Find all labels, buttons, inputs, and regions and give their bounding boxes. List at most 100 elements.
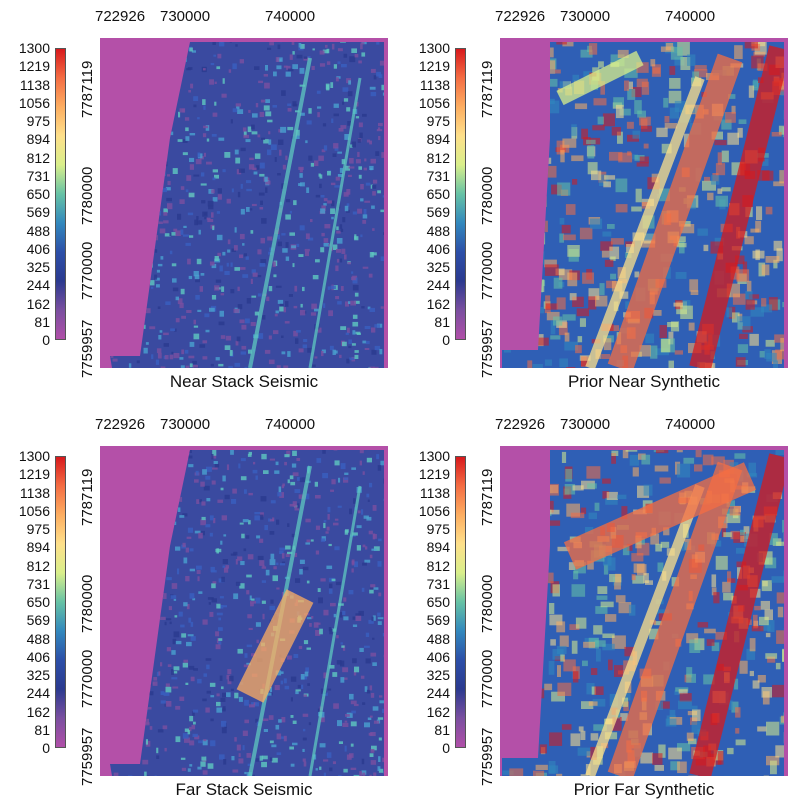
map-svg: [500, 38, 788, 368]
colorbar-tick-label: 325: [27, 668, 50, 682]
colorbar-tick-label: 81: [434, 315, 450, 329]
x-tick-label: 730000: [160, 8, 210, 25]
x-tick-label: 740000: [665, 8, 715, 25]
colorbar-tick-label: 325: [27, 260, 50, 274]
colorbar-tick-label: 1138: [420, 78, 450, 92]
panel-title: Near Stack Seismic: [100, 372, 388, 392]
colorbar-tick-label: 1300: [19, 41, 50, 55]
colorbar-tick-label: 1300: [419, 449, 450, 463]
colorbar-tick-label: 244: [27, 278, 50, 292]
colorbar-tick-label: 406: [427, 650, 450, 664]
x-tick-label: 722926: [495, 416, 545, 433]
x-tick-label: 730000: [560, 8, 610, 25]
colorbar-tick-label: 81: [34, 723, 50, 737]
colorbar-tick-label: 731: [27, 577, 50, 591]
x-tick-label: 740000: [265, 416, 315, 433]
colorbar-tick-label: 1219: [19, 59, 50, 73]
colorbar-tick-label: 650: [427, 595, 450, 609]
colorbar-tick-label: 1138: [20, 78, 50, 92]
colorbar-tick-label: 488: [427, 224, 450, 238]
colorbar-tick-label: 0: [442, 741, 450, 755]
colorbar-tick-label: 1056: [19, 96, 50, 110]
colorbar-tick-label: 812: [427, 151, 450, 165]
colorbar-tick-label: 488: [27, 632, 50, 646]
colorbar-tick-label: 975: [27, 114, 50, 128]
colorbar-tick-label: 1138: [20, 486, 50, 500]
colorbar-tick-label: 162: [427, 297, 450, 311]
colorbar-tick-label: 812: [27, 559, 50, 573]
colorbar-tick-label: 1300: [419, 41, 450, 55]
x-tick-label: 740000: [665, 416, 715, 433]
y-tick-label: 7780000: [79, 575, 96, 633]
colorbar-tick-label: 731: [27, 169, 50, 183]
colorbar-tick-label: 650: [427, 187, 450, 201]
colorbar-tick-label: 488: [427, 632, 450, 646]
colorbar-tick-label: 244: [27, 686, 50, 700]
colorbar-tick-label: 406: [27, 242, 50, 256]
colorbar-tick-label: 1219: [419, 467, 450, 481]
colorbar-tick-label: 894: [27, 540, 50, 554]
map-svg: [100, 38, 388, 368]
colorbar-tick-label: 1056: [419, 96, 450, 110]
colorbar: [55, 456, 66, 748]
y-tick-label: 7787119: [79, 469, 96, 526]
colorbar-tick-label: 488: [27, 224, 50, 238]
map-svg: [500, 446, 788, 776]
panel-title: Prior Far Synthetic: [500, 780, 788, 800]
y-tick-label: 7770000: [79, 650, 96, 708]
seismic-map: [100, 446, 388, 776]
x-tick-label: 722926: [495, 8, 545, 25]
colorbar-tick-label: 406: [427, 242, 450, 256]
seismic-map: [100, 38, 388, 368]
y-tick-label: 7787119: [79, 61, 96, 118]
seismic-map: [500, 446, 788, 776]
colorbar-tick-label: 325: [427, 260, 450, 274]
colorbar-tick-label: 894: [27, 132, 50, 146]
colorbar-tick-label: 975: [27, 522, 50, 536]
colorbar-tick-label: 1300: [19, 449, 50, 463]
y-tick-label: 7759957: [479, 728, 496, 786]
y-tick-label: 7770000: [79, 242, 96, 300]
colorbar-tick-label: 1219: [19, 467, 50, 481]
colorbar-tick-label: 731: [427, 577, 450, 591]
colorbar-tick-label: 0: [42, 741, 50, 755]
map-svg: [100, 446, 388, 776]
colorbar-tick-label: 975: [427, 114, 450, 128]
colorbar: [455, 456, 466, 748]
x-tick-label: 730000: [160, 416, 210, 433]
colorbar-tick-label: 569: [427, 613, 450, 627]
colorbar-tick-label: 650: [27, 187, 50, 201]
colorbar-tick-label: 1138: [420, 486, 450, 500]
colorbar-tick-label: 0: [42, 333, 50, 347]
colorbar-tick-label: 1056: [419, 504, 450, 518]
x-tick-label: 740000: [265, 8, 315, 25]
y-tick-label: 7787119: [479, 61, 496, 118]
colorbar-tick-label: 81: [34, 315, 50, 329]
colorbar-tick-label: 975: [427, 522, 450, 536]
colorbar-tick-label: 244: [427, 686, 450, 700]
colorbar: [455, 48, 466, 340]
colorbar-tick-label: 731: [427, 169, 450, 183]
colorbar-tick-label: 1056: [19, 504, 50, 518]
y-tick-label: 7787119: [479, 469, 496, 526]
y-tick-label: 7780000: [479, 575, 496, 633]
colorbar-tick-label: 894: [427, 132, 450, 146]
colorbar-tick-label: 569: [427, 205, 450, 219]
colorbar-tick-label: 406: [27, 650, 50, 664]
colorbar-tick-label: 650: [27, 595, 50, 609]
colorbar-tick-label: 244: [427, 278, 450, 292]
seismic-map: [500, 38, 788, 368]
y-tick-label: 7780000: [79, 167, 96, 225]
y-tick-label: 7759957: [479, 320, 496, 378]
colorbar-tick-label: 0: [442, 333, 450, 347]
y-tick-label: 7770000: [479, 650, 496, 708]
colorbar-tick-label: 894: [427, 540, 450, 554]
y-tick-label: 7759957: [79, 728, 96, 786]
